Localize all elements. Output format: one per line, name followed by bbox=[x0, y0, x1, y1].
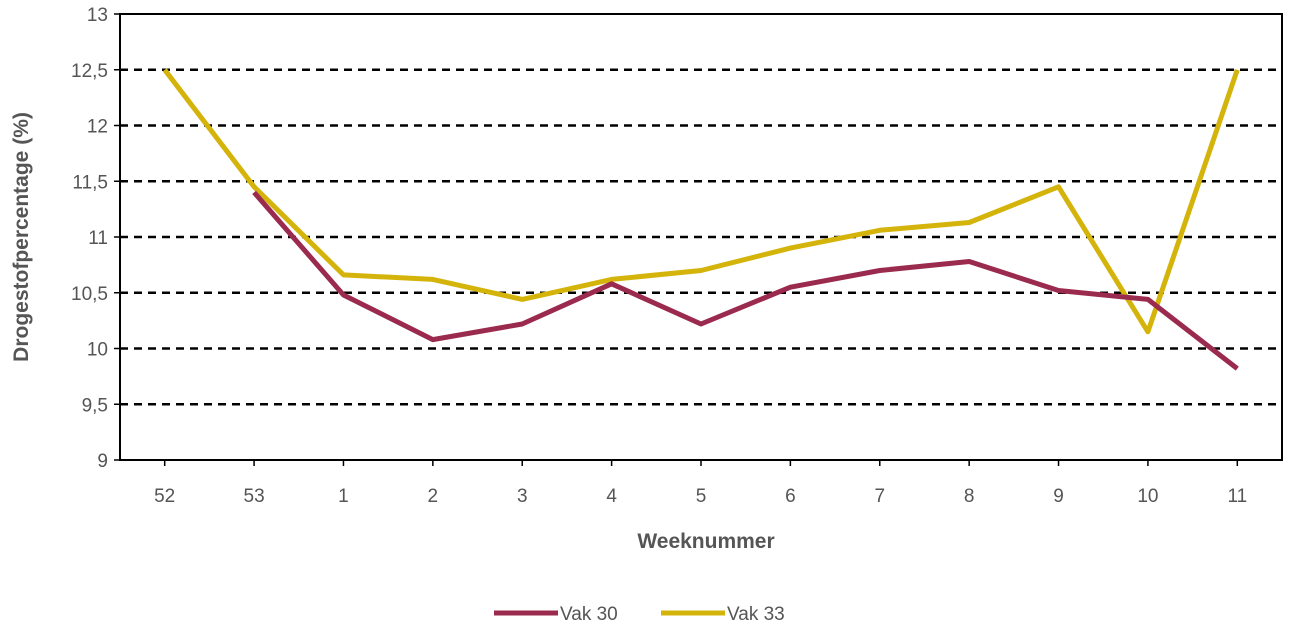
y-axis-ticks: 9 9,5 10 10,5 11 11,5 12 12,5 13 bbox=[71, 5, 120, 472]
x-tick-label: 4 bbox=[606, 486, 617, 507]
legend-label: Vak 33 bbox=[727, 604, 785, 625]
legend: Vak 30 Vak 33 bbox=[494, 604, 785, 625]
x-tick-label: 2 bbox=[428, 486, 439, 507]
x-tick-label: 9 bbox=[1053, 486, 1064, 507]
x-tick-label: 6 bbox=[785, 486, 796, 507]
x-tick-label: 53 bbox=[244, 486, 265, 507]
x-axis-ticks: 52 53 1 2 3 4 5 6 7 8 9 10 11 bbox=[154, 460, 1247, 507]
y-tick-label: 12,5 bbox=[71, 61, 108, 82]
series-line-vak-33 bbox=[162, 68, 1240, 335]
y-axis-title: Drogestofpercentage (%) bbox=[10, 112, 33, 362]
x-tick-label: 11 bbox=[1227, 486, 1247, 507]
legend-label: Vak 30 bbox=[560, 604, 618, 625]
y-tick-label: 11 bbox=[88, 228, 108, 249]
y-tick-label: 9 bbox=[97, 451, 108, 472]
x-tick-label: 7 bbox=[874, 486, 885, 507]
x-tick-label: 8 bbox=[964, 486, 975, 507]
series-lines bbox=[162, 68, 1240, 371]
x-tick-label: 10 bbox=[1137, 486, 1158, 507]
legend-item-vak-30: Vak 30 bbox=[494, 604, 618, 625]
y-tick-label: 10,5 bbox=[71, 284, 108, 305]
y-tick-label: 11,5 bbox=[72, 172, 108, 193]
y-tick-label: 12 bbox=[87, 117, 108, 138]
y-tick-label: 10 bbox=[87, 340, 108, 361]
x-tick-label: 5 bbox=[696, 486, 707, 507]
legend-item-vak-33: Vak 33 bbox=[661, 604, 785, 625]
x-tick-label: 52 bbox=[154, 486, 175, 507]
y-tick-label: 13 bbox=[87, 5, 108, 26]
y-tick-label: 9,5 bbox=[82, 395, 108, 416]
x-tick-label: 3 bbox=[517, 486, 528, 507]
x-tick-label: 1 bbox=[338, 486, 349, 507]
series-line-vak-30 bbox=[252, 190, 1239, 371]
x-axis-title: Weeknummer bbox=[637, 530, 774, 553]
